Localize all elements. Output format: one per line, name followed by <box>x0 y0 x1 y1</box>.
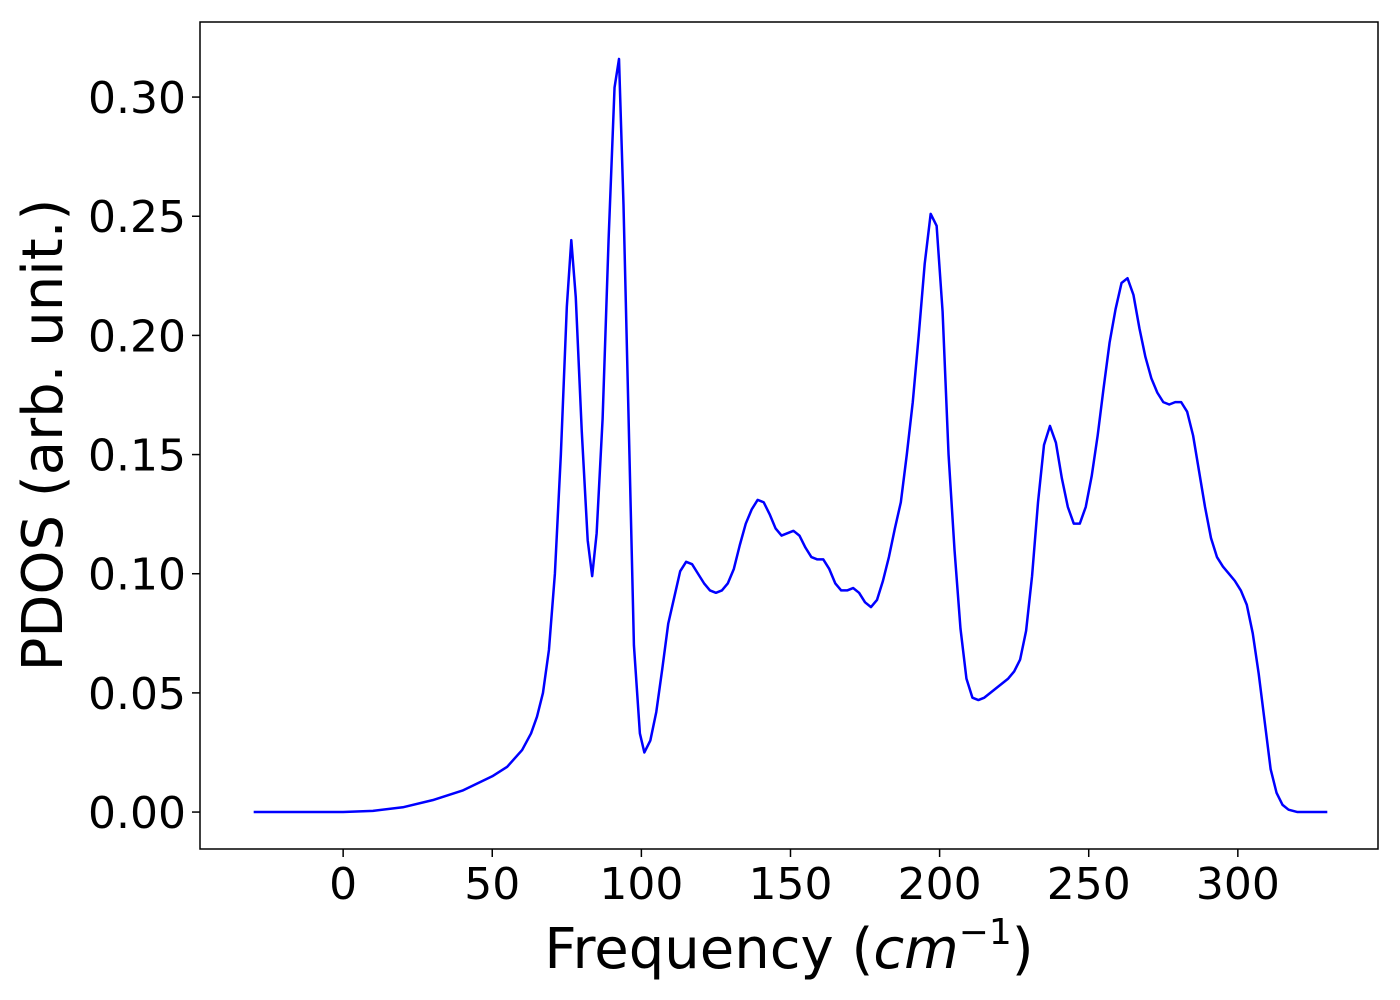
y-tick-label: 0.15 <box>88 431 186 482</box>
x-axis-label: Frequency (cm−1) <box>544 912 1033 982</box>
x-tick-label: 150 <box>748 859 832 910</box>
x-label-text: Frequency ( <box>544 917 873 982</box>
y-tick-label: 0.30 <box>88 73 186 124</box>
y-tick-label: 0.25 <box>88 192 186 243</box>
y-axis-label: PDOS (arb. unit.) <box>11 199 76 672</box>
y-tick-label: 0.10 <box>88 550 186 601</box>
x-tick-label: 200 <box>898 859 982 910</box>
x-tick-label: 0 <box>329 859 357 910</box>
y-tick-label: 0.00 <box>88 788 186 839</box>
x-label-unit: cm <box>873 917 958 982</box>
y-tick-label: 0.20 <box>88 311 186 362</box>
y-tick-label: 0.05 <box>88 669 186 720</box>
data-line <box>253 57 1328 814</box>
x-label-exponent: −1 <box>959 912 1012 953</box>
x-tick-label: 300 <box>1196 859 1280 910</box>
x-label-close: ) <box>1012 917 1034 982</box>
x-tick-label: 100 <box>599 859 683 910</box>
x-tick-label: 50 <box>464 859 520 910</box>
x-tick-label: 250 <box>1047 859 1131 910</box>
plot-frame <box>199 21 1379 850</box>
